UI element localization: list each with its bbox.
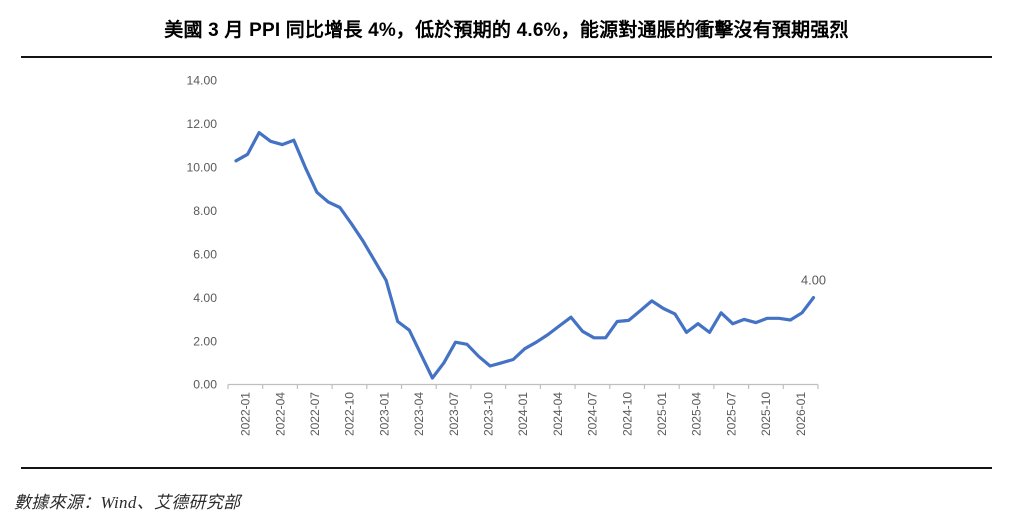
x-tick-label: 2022-10: [343, 392, 357, 436]
x-tick-label: 2025-04: [690, 392, 704, 436]
x-tick-label: 2022-04: [273, 392, 287, 436]
x-tick-label: 2023-04: [412, 392, 426, 436]
chart-title: 美國 3 月 PPI 同比增長 4%，低於預期的 4.6%，能源對通脹的衝擊沒有…: [164, 20, 849, 41]
data-source-note: 數據來源：Wind、艾德研究部: [14, 493, 241, 512]
x-tick-label: 2023-01: [377, 392, 391, 436]
y-tick-label: 4.00: [193, 291, 217, 305]
x-tick-label: 2022-07: [308, 392, 322, 436]
ppi-line-series: [234, 131, 816, 380]
x-tick-label: 2026-01: [794, 392, 808, 436]
x-tick-label: 2025-01: [655, 392, 669, 436]
x-tick-label: 2025-10: [759, 392, 773, 436]
x-tick-label: 2025-07: [724, 392, 738, 436]
x-tick-label: 2023-07: [447, 392, 461, 436]
y-tick-label: 10.00: [187, 161, 218, 175]
y-tick-label: 12.00: [187, 117, 218, 131]
last-value-label: 4.00: [801, 273, 826, 288]
footer-divider: [21, 467, 992, 469]
y-tick-label: 6.00: [193, 247, 217, 261]
x-tick-label: 2024-04: [551, 392, 565, 436]
y-tick-label: 0.00: [193, 378, 217, 392]
title-divider: [21, 56, 992, 58]
x-tick-label: 2024-07: [586, 392, 600, 436]
x-tick-label: 2024-10: [620, 392, 634, 436]
y-tick-label: 8.00: [193, 204, 217, 218]
x-tick-label: 2023-10: [481, 392, 495, 436]
y-tick-label: 2.00: [193, 334, 217, 348]
x-tick-label: 2022-01: [239, 392, 253, 436]
y-tick-label: 14.00: [187, 74, 218, 88]
x-tick-label: 2024-01: [516, 392, 530, 436]
